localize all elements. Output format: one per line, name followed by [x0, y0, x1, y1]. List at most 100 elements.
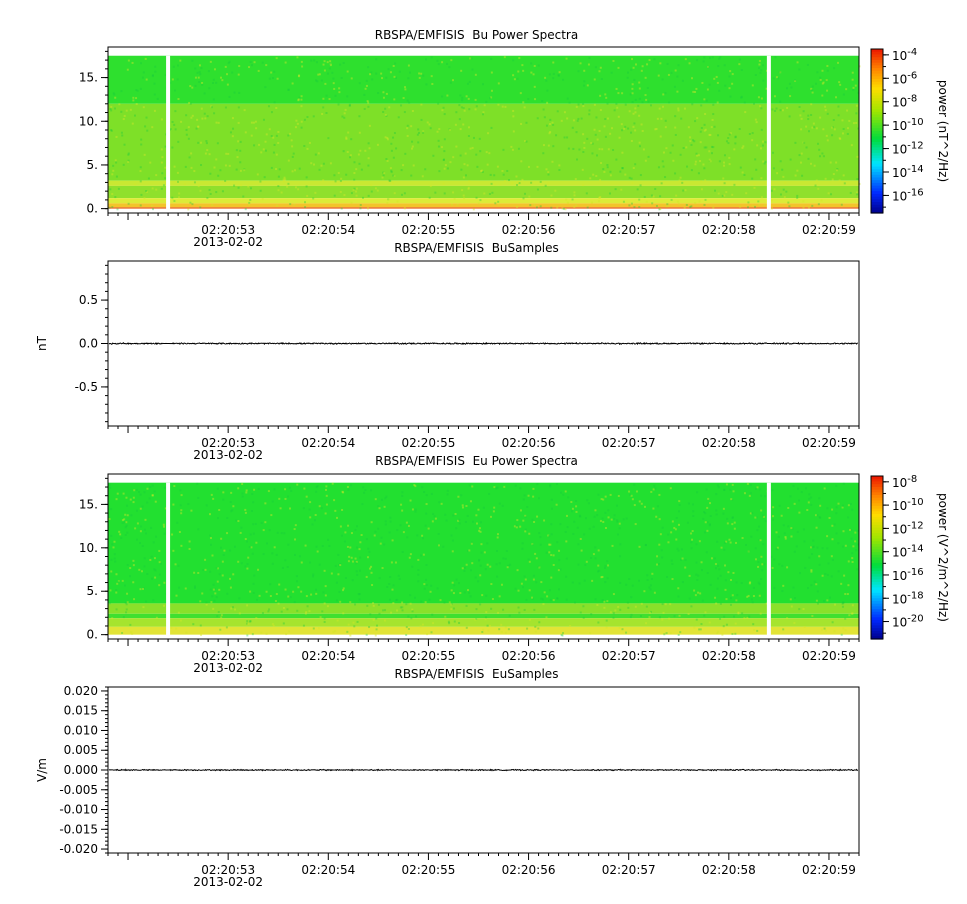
spectral-speckle — [593, 515, 596, 518]
spectral-speckle — [821, 69, 824, 72]
spectral-speckle — [835, 96, 838, 99]
spectral-speckle — [582, 84, 585, 87]
spectral-speckle — [631, 87, 634, 90]
spectral-speckle — [140, 143, 143, 146]
spectral-speckle — [460, 106, 463, 109]
spectral-speckle — [255, 617, 258, 620]
colorbar-segment — [871, 100, 883, 105]
time-tick-label: 02:20:59 — [802, 223, 856, 237]
spectral-speckle — [150, 204, 153, 207]
spectral-speckle — [278, 497, 281, 500]
spectral-speckle — [849, 502, 852, 505]
spectral-speckle — [815, 179, 818, 182]
spectral-speckle — [658, 493, 661, 496]
spectral-speckle — [180, 509, 183, 512]
colorbar-segment — [871, 573, 883, 578]
spectral-speckle — [401, 606, 404, 609]
spectral-speckle — [406, 124, 409, 127]
spectral-speckle — [346, 630, 349, 633]
spectral-speckle — [528, 532, 531, 535]
spectral-speckle — [592, 525, 595, 528]
spectral-speckle — [716, 587, 719, 590]
spectral-speckle — [357, 593, 360, 596]
spectral-speckle — [840, 582, 843, 585]
spectral-speckle — [149, 161, 152, 164]
spectral-speckle — [468, 591, 471, 594]
spectral-speckle — [248, 546, 251, 549]
spectral-speckle — [155, 616, 158, 619]
spectral-speckle — [293, 203, 296, 206]
spectral-speckle — [684, 566, 687, 569]
spectral-speckle — [691, 538, 694, 541]
spectral-speckle — [521, 178, 524, 181]
spectral-speckle — [731, 523, 734, 526]
spectral-speckle — [577, 543, 580, 546]
spectral-speckle — [569, 624, 572, 627]
spectral-speckle — [393, 98, 396, 101]
spectral-speckle — [453, 620, 456, 623]
spectral-speckle — [121, 519, 124, 522]
spectral-speckle — [464, 566, 467, 569]
spectral-speckle — [138, 568, 141, 571]
spectral-speckle — [209, 588, 212, 591]
spectral-speckle — [577, 103, 580, 106]
colorbar-segment — [871, 103, 883, 107]
spectral-speckle — [155, 535, 158, 538]
spectral-speckle — [808, 493, 811, 496]
spectral-speckle — [282, 606, 285, 609]
spectral-speckle — [802, 608, 805, 611]
spectral-speckle — [556, 483, 559, 486]
spectral-speckle — [235, 149, 238, 152]
spectral-speckle — [448, 128, 451, 131]
spectral-speckle — [752, 595, 755, 598]
colorbar-segment — [871, 476, 883, 480]
spectral-speckle — [564, 490, 567, 493]
colorbar-segment — [871, 595, 883, 599]
spectral-speckle — [135, 509, 138, 512]
spectral-speckle — [172, 65, 175, 68]
spectral-speckle — [753, 102, 756, 105]
spectral-speckle — [277, 189, 280, 192]
time-tick-label: 02:20:55 — [401, 223, 455, 237]
spectral-speckle — [678, 614, 681, 617]
spectral-speckle — [111, 193, 114, 196]
spectral-speckle — [297, 586, 300, 589]
spectral-speckle — [731, 82, 734, 85]
spectral-speckle — [603, 170, 606, 173]
spectral-speckle — [247, 185, 250, 188]
spectral-speckle — [253, 61, 256, 64]
spectral-speckle — [658, 107, 661, 110]
spectral-speckle — [710, 145, 713, 148]
samples-3 — [107, 686, 860, 854]
spectral-speckle — [729, 603, 732, 606]
spectral-speckle — [796, 194, 799, 197]
spectral-speckle — [382, 171, 385, 174]
y-tick-label: 0.020 — [64, 684, 98, 698]
spectral-speckle — [482, 111, 485, 114]
spectral-speckle — [334, 180, 337, 183]
spectral-speckle — [327, 137, 330, 140]
spectral-speckle — [374, 498, 377, 501]
spectral-speckle — [524, 528, 527, 531]
spectral-speckle — [382, 174, 385, 177]
spectral-speckle — [688, 597, 691, 600]
spectral-speckle — [772, 515, 775, 518]
spectral-speckle — [661, 78, 664, 81]
spectral-speckle — [195, 127, 198, 130]
spectral-speckle — [536, 483, 539, 486]
spectral-speckle — [330, 572, 333, 575]
spectral-speckle — [356, 620, 359, 623]
spectral-speckle — [819, 504, 822, 507]
spectral-speckle — [819, 116, 822, 119]
frequency-band — [108, 482, 859, 604]
spectral-speckle — [529, 204, 532, 207]
colorbar-segment — [871, 617, 883, 621]
spectral-speckle — [303, 487, 306, 490]
spectral-speckle — [234, 545, 237, 548]
y-tick-label: 10. — [79, 114, 98, 128]
spectral-speckle — [520, 160, 523, 163]
spectral-speckle — [660, 549, 663, 552]
spectral-speckle — [124, 601, 127, 604]
colorbar-segment — [871, 166, 883, 170]
spectral-speckle — [606, 117, 609, 120]
